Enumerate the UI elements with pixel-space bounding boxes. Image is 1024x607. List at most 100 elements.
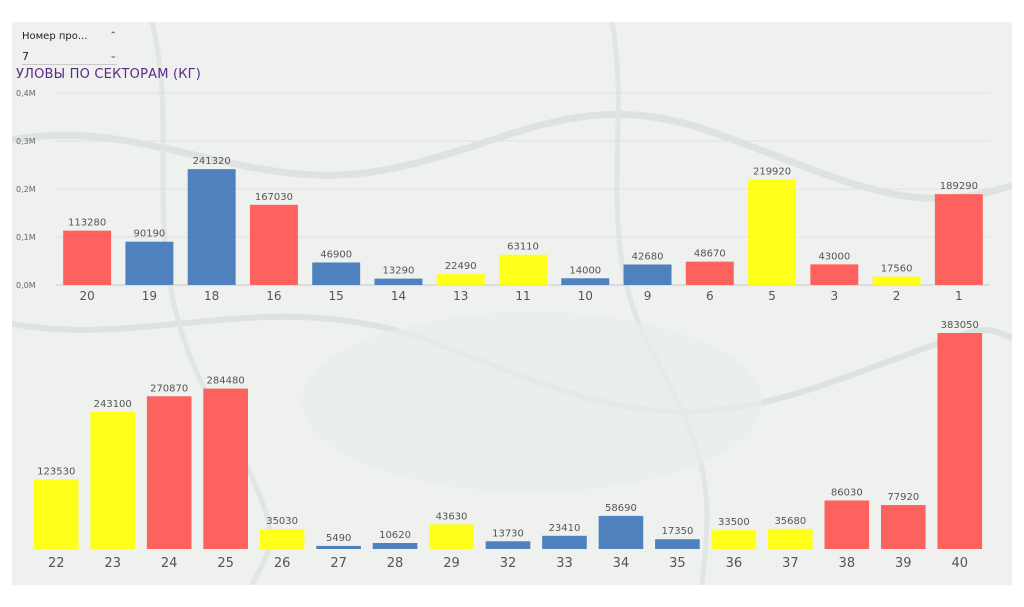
bar	[436, 274, 485, 285]
data-label: 113280	[68, 218, 106, 229]
bar	[824, 500, 870, 549]
x-tick-label: 25	[217, 556, 234, 571]
data-label: 35030	[266, 516, 298, 527]
bar	[872, 276, 921, 285]
bar	[429, 524, 474, 549]
data-label: 17350	[662, 526, 694, 537]
bar	[934, 194, 983, 285]
bar	[259, 529, 305, 549]
bar	[187, 169, 236, 285]
data-label: 284480	[207, 376, 245, 387]
x-tick-label: 20	[79, 289, 94, 303]
data-label: 10620	[379, 530, 411, 541]
bar	[33, 479, 79, 549]
x-tick-label: 16	[266, 289, 281, 303]
data-label: 43630	[436, 511, 468, 522]
data-label: 243100	[94, 399, 132, 410]
data-label: 219920	[753, 166, 791, 177]
x-tick-label: 6	[706, 289, 714, 303]
x-tick-label: 5	[768, 289, 776, 303]
bar	[685, 261, 734, 285]
data-label: 58690	[605, 503, 637, 514]
data-label: 63110	[507, 242, 539, 253]
bar	[598, 515, 644, 549]
data-label: 14000	[569, 265, 601, 276]
x-tick-label: 3	[831, 289, 839, 303]
x-tick-label: 33	[556, 556, 573, 571]
chevron-up-icon[interactable]: ⌃	[109, 31, 117, 41]
x-tick-label: 18	[204, 289, 219, 303]
x-tick-label: 36	[726, 556, 743, 571]
data-label: 13730	[492, 528, 524, 539]
data-label: 33500	[718, 517, 750, 528]
report-canvas: Номер про... ⌃ 7 ⌄ УЛОВЫ ПО СЕКТОРАМ (КГ…	[12, 22, 1012, 585]
data-label: 90190	[133, 229, 165, 240]
bar	[372, 543, 418, 549]
bar	[810, 264, 859, 285]
x-tick-label: 22	[48, 556, 65, 571]
data-label: 77920	[887, 492, 919, 503]
bar	[655, 539, 700, 549]
x-tick-label: 38	[839, 556, 856, 571]
chart-title: УЛОВЫ ПО СЕКТОРАМ (КГ)	[16, 67, 202, 82]
y-tick-label: 0,1M	[16, 233, 36, 242]
filter-slicer[interactable]: Номер про... ⌃ 7 ⌄	[22, 28, 117, 65]
y-tick-label: 0,2M	[16, 185, 36, 194]
x-tick-label: 2	[893, 289, 901, 303]
data-label: 167030	[255, 192, 293, 203]
data-label: 17560	[881, 264, 913, 275]
y-tick-label: 0,4M	[16, 89, 36, 98]
data-label: 35680	[774, 516, 806, 527]
bar	[711, 530, 757, 549]
bar	[312, 262, 361, 285]
bar	[937, 333, 983, 549]
bar	[374, 278, 423, 285]
x-tick-label: 15	[329, 289, 344, 303]
filter-value: 7	[22, 49, 29, 63]
bar	[561, 278, 610, 285]
x-tick-label: 26	[274, 556, 291, 571]
bar	[880, 505, 926, 549]
data-label: 189290	[940, 181, 978, 192]
data-label: 5490	[326, 533, 351, 544]
data-label: 42680	[632, 252, 664, 263]
data-label: 86030	[831, 487, 863, 498]
bar	[623, 264, 672, 285]
x-tick-label: 34	[613, 556, 630, 571]
bar	[146, 396, 192, 549]
bar	[485, 541, 531, 549]
chart-bottom: 123530 22 243100 23 270870 24 284480 25 35030 26 5…	[33, 320, 983, 571]
bar	[316, 545, 361, 549]
x-tick-label: 23	[104, 556, 121, 571]
x-tick-label: 19	[142, 289, 157, 303]
x-tick-label: 35	[669, 556, 686, 571]
data-label: 13290	[383, 266, 415, 277]
filter-header[interactable]: Номер про... ⌃	[22, 28, 117, 44]
x-tick-label: 11	[515, 289, 530, 303]
data-label: 383050	[941, 320, 979, 331]
x-tick-label: 37	[782, 556, 799, 571]
filter-dropdown[interactable]: 7 ⌄	[22, 48, 117, 65]
y-tick-label: 0,3M	[16, 137, 36, 146]
data-label: 123530	[37, 466, 75, 477]
chart-top: 0,0M0,1M0,2M0,3M0,4M11328020901901924132…	[16, 89, 990, 303]
x-tick-label: 27	[330, 556, 347, 571]
data-label: 23410	[549, 523, 581, 534]
filter-label: Номер про...	[22, 30, 88, 42]
x-tick-label: 40	[951, 556, 968, 571]
bar	[63, 230, 112, 285]
data-label: 270870	[150, 383, 188, 394]
x-tick-label: 29	[443, 556, 460, 571]
data-label: 22490	[445, 261, 477, 272]
x-tick-label: 10	[578, 289, 593, 303]
bar	[90, 411, 136, 549]
chevron-down-icon[interactable]: ⌄	[109, 51, 117, 61]
x-tick-label: 39	[895, 556, 912, 571]
bar	[768, 528, 813, 549]
data-label: 46900	[320, 249, 352, 260]
bar	[125, 241, 174, 285]
x-tick-label: 24	[161, 556, 178, 571]
data-label: 48670	[694, 249, 726, 260]
x-tick-label: 9	[644, 289, 652, 303]
x-tick-label: 14	[391, 289, 406, 303]
